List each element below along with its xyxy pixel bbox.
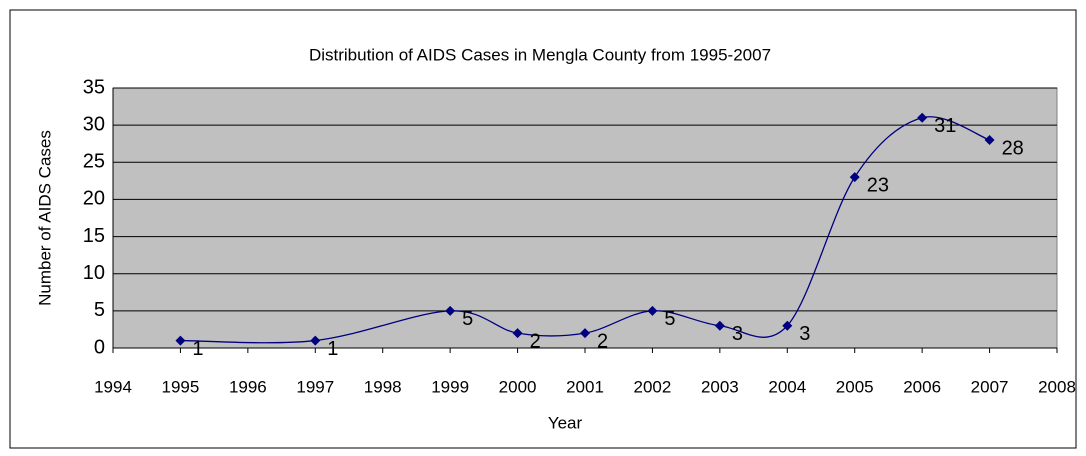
x-tick-label: 1995 — [162, 377, 200, 396]
data-label: 1 — [192, 338, 203, 360]
x-tick-label: 1996 — [229, 377, 267, 396]
x-tick-label: 2000 — [499, 377, 537, 396]
plot-area — [113, 88, 1057, 348]
data-label: 3 — [799, 323, 810, 345]
y-tick-label: 0 — [94, 336, 105, 358]
x-tick-label: 2003 — [701, 377, 739, 396]
y-tick-label: 30 — [83, 113, 105, 135]
y-tick-label: 25 — [83, 151, 105, 173]
data-label: 31 — [934, 115, 956, 137]
data-label: 5 — [462, 308, 473, 330]
chart-title: Distribution of AIDS Cases in Mengla Cou… — [309, 45, 771, 64]
x-tick-label: 1999 — [431, 377, 469, 396]
x-tick-label: 2008 — [1038, 377, 1076, 396]
x-tick-label: 2007 — [971, 377, 1009, 396]
x-tick-label: 1994 — [94, 377, 132, 396]
y-tick-label: 10 — [83, 262, 105, 284]
x-tick-label: 2005 — [836, 377, 874, 396]
x-tick-label: 2004 — [768, 377, 806, 396]
data-label: 5 — [664, 308, 675, 330]
x-axis-label: Year — [548, 413, 583, 432]
y-tick-label: 5 — [94, 299, 105, 321]
x-tick-label: 1998 — [364, 377, 402, 396]
data-label: 23 — [867, 174, 889, 196]
x-tick-label: 2001 — [566, 377, 604, 396]
data-label: 2 — [530, 330, 541, 352]
page: {"chart_data": {"type": "line", "title":… — [0, 0, 1086, 456]
data-label: 3 — [732, 323, 743, 345]
y-tick-label: 35 — [83, 76, 105, 98]
y-axis-label: Number of AIDS Cases — [35, 130, 54, 306]
chart: Distribution of AIDS Cases in Mengla Cou… — [0, 0, 1086, 456]
x-tick-label: 1997 — [296, 377, 334, 396]
data-label: 1 — [327, 338, 338, 360]
x-tick-label: 2002 — [634, 377, 672, 396]
data-label: 2 — [597, 330, 608, 352]
x-tick-label: 2006 — [903, 377, 941, 396]
y-tick-label: 15 — [83, 225, 105, 247]
data-label: 28 — [1002, 137, 1024, 159]
y-tick-label: 20 — [83, 188, 105, 210]
